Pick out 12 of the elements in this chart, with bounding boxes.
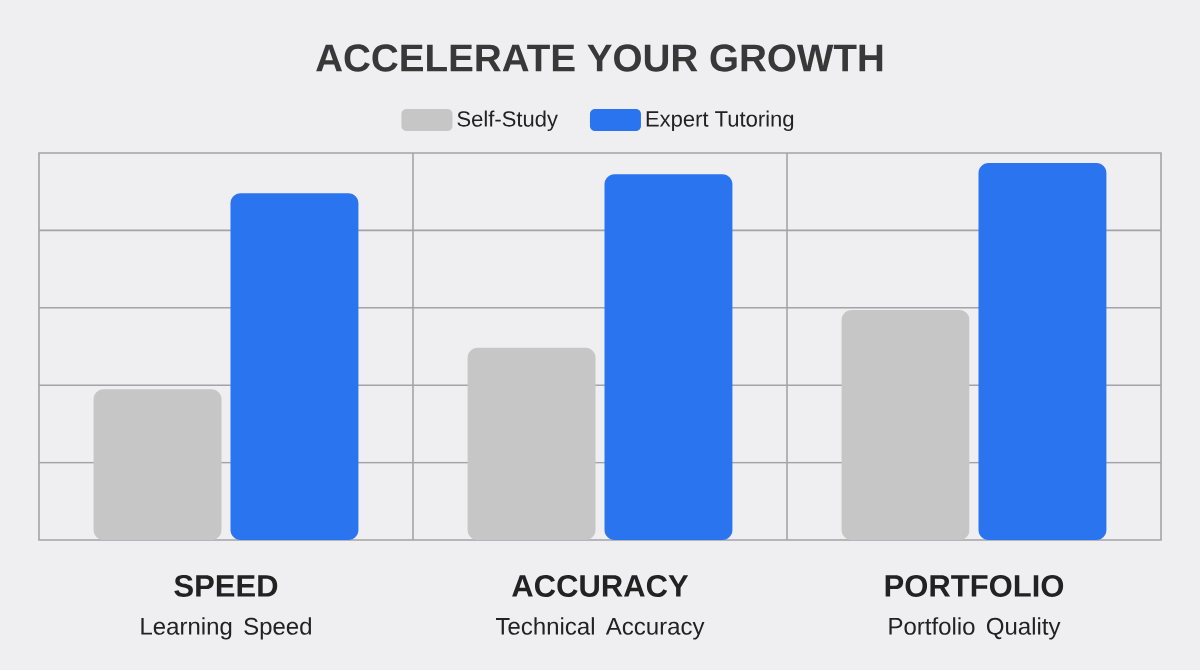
bar	[230, 193, 359, 540]
x-tick-label: SPEED Learning Speed	[141, 574, 311, 640]
bar	[93, 389, 222, 540]
bar	[978, 162, 1107, 540]
bar	[841, 310, 970, 540]
bar	[604, 174, 733, 540]
x-tick-label: PORTFOLIO Portfolio Quality	[885, 574, 1064, 640]
bar	[467, 347, 596, 540]
legend-label: Expert Tutoring	[646, 110, 794, 132]
legend-label: Self-Study	[457, 110, 558, 132]
x-tick-label: ACCURACY Technical Accuracy	[496, 574, 705, 640]
chart-title: ACCELERATE YOUR GROWTH	[316, 44, 883, 72]
